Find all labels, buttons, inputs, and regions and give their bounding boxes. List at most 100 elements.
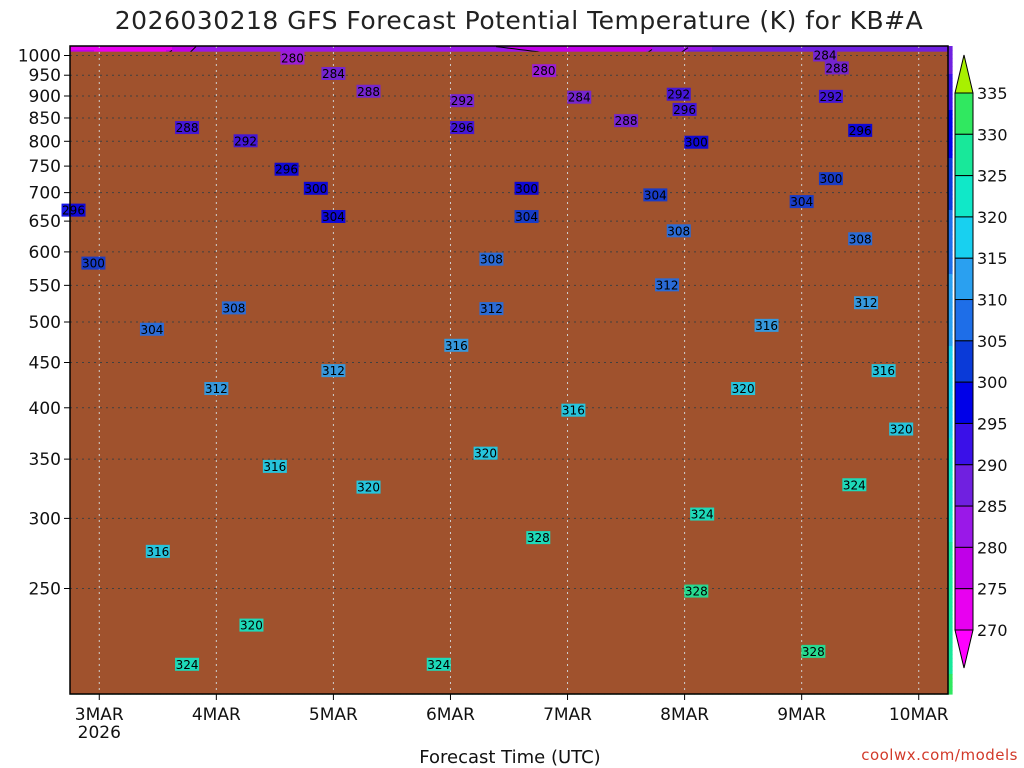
contour-label-text: 304 (140, 323, 163, 337)
y-tick-label: 300 (29, 509, 61, 529)
x-tick-label: 4MAR (192, 705, 241, 725)
colorbar-label: 310 (977, 291, 1008, 310)
x-tick-label: 9MAR (777, 705, 826, 725)
colorbar-top-arrow (954, 54, 974, 94)
gridlines (70, 46, 948, 694)
colorbar-box (954, 216, 974, 259)
contour-label-text: 292 (451, 94, 474, 108)
contour-label-text: 284 (814, 48, 837, 62)
contour-label: 308 (848, 232, 873, 246)
colorbar-bottom-arrow (954, 629, 974, 669)
contour-label: 288 (175, 121, 200, 135)
contour-label-text: 320 (890, 423, 913, 437)
colorbar-box (954, 299, 974, 342)
contour-label-text: 324 (843, 478, 866, 492)
x-tick-label: 7MAR (543, 705, 592, 725)
contour-label-text: 292 (819, 90, 842, 104)
contour-label: 324 (842, 478, 867, 492)
contour-label: 300 (514, 181, 539, 196)
x-tick-sublabel: 2026 (78, 723, 121, 743)
contour-label-text: 312 (656, 278, 679, 292)
y-tick-label: 1000 (18, 46, 61, 66)
contour-label-text: 324 (691, 508, 714, 522)
contour-label-text: 288 (176, 121, 199, 135)
contour-label: 320 (889, 422, 914, 437)
contour-label: 300 (684, 135, 709, 150)
plot-area: 324 324 328 320 328 316 328 324 320 324 316 320 320 3… (61, 45, 953, 695)
contour-label: 284 (567, 90, 592, 105)
contour-label-text: 300 (819, 172, 842, 186)
contour-label: 324 (175, 657, 200, 672)
contour-label-text: 296 (451, 121, 474, 135)
contour-label: 304 (514, 209, 539, 224)
colorbar-box (954, 133, 974, 177)
contour-label: 296 (274, 162, 299, 177)
x-tick-label: 8MAR (660, 705, 709, 725)
colorbar-label: 300 (977, 373, 1008, 392)
contour-label-text: 324 (176, 658, 199, 672)
contour-label: 280 (280, 51, 305, 66)
colorbar-label: 270 (977, 621, 1008, 640)
contour-label-text: 300 (685, 136, 708, 150)
contour-label-text: 312 (205, 382, 228, 396)
contour-label-text: 320 (474, 447, 497, 461)
contour-label: 288 (356, 84, 381, 99)
contour-label: 296 (450, 121, 475, 135)
contour-label-text: 308 (480, 253, 503, 267)
contour-label: 292 (450, 94, 475, 108)
contour-label-text: 288 (615, 114, 638, 128)
y-tick-label: 250 (29, 579, 61, 599)
contour-label: 292 (818, 89, 843, 104)
y-tick-label: 700 (29, 184, 61, 204)
colorbar-box (954, 422, 974, 466)
colorbar-box (954, 546, 974, 590)
y-tick-label: 400 (29, 399, 61, 419)
contour-label-text: 300 (304, 182, 327, 196)
contour-label-text: 316 (755, 319, 778, 333)
contour-label-text: 292 (234, 134, 257, 148)
colorbar-label: 315 (977, 249, 1008, 268)
contour-label-text: 288 (357, 85, 380, 99)
contour-label: 312 (479, 302, 504, 316)
y-tick-label: 800 (29, 132, 61, 152)
contour-label-text: 280 (281, 52, 304, 66)
chart-title: 2026030218 GFS Forecast Potential Temper… (115, 6, 923, 35)
contour-label-text: 312 (480, 302, 503, 316)
colorbar-box (954, 340, 974, 383)
y-tick-label: 750 (29, 157, 61, 177)
contour-label-text: 316 (562, 404, 585, 418)
colorbar-box (954, 505, 974, 548)
contour-label: 324 (426, 657, 451, 672)
y-tick-label: 550 (29, 276, 61, 296)
x-tick-label: 5MAR (309, 705, 358, 725)
contour-label-text: 308 (222, 301, 245, 315)
contour-label-text: 328 (685, 585, 708, 599)
contour-label-text: 316 (263, 460, 286, 474)
contour-label: 300 (818, 172, 843, 186)
contour-label: 320 (731, 382, 756, 396)
contour-label: 312 (204, 382, 229, 396)
contour-label: 320 (473, 446, 498, 461)
contour-label-text: 280 (533, 64, 556, 78)
contour-label: 316 (262, 459, 287, 474)
contour-label: 320 (239, 618, 264, 633)
contour-label: 296 (848, 123, 873, 138)
colorbar: 270 275 280 285 290 295 300 305 310 315 320 325 330 3… (954, 54, 1008, 669)
contour-label-text: 308 (849, 232, 872, 246)
plot-frame (69, 45, 949, 695)
y-tick-label: 600 (29, 243, 61, 263)
contour-label-text: 304 (322, 210, 345, 224)
contour-label: 324 (690, 507, 715, 522)
colorbar-label: 275 (977, 580, 1008, 599)
contour-label: 312 (321, 364, 346, 378)
x-tick-label: 10MAR (889, 705, 949, 725)
contour-label: 328 (801, 644, 826, 659)
contour-label-text: 328 (527, 531, 550, 545)
contour-label-text: 292 (667, 88, 690, 102)
x-axis-title: Forecast Time (UTC) (419, 747, 600, 768)
contour-label: 316 (145, 544, 170, 559)
contour-label-text: 284 (322, 67, 345, 81)
contour-label-text: 320 (357, 481, 380, 495)
y-tick-label: 350 (29, 450, 61, 470)
contour-label: 320 (356, 480, 381, 495)
